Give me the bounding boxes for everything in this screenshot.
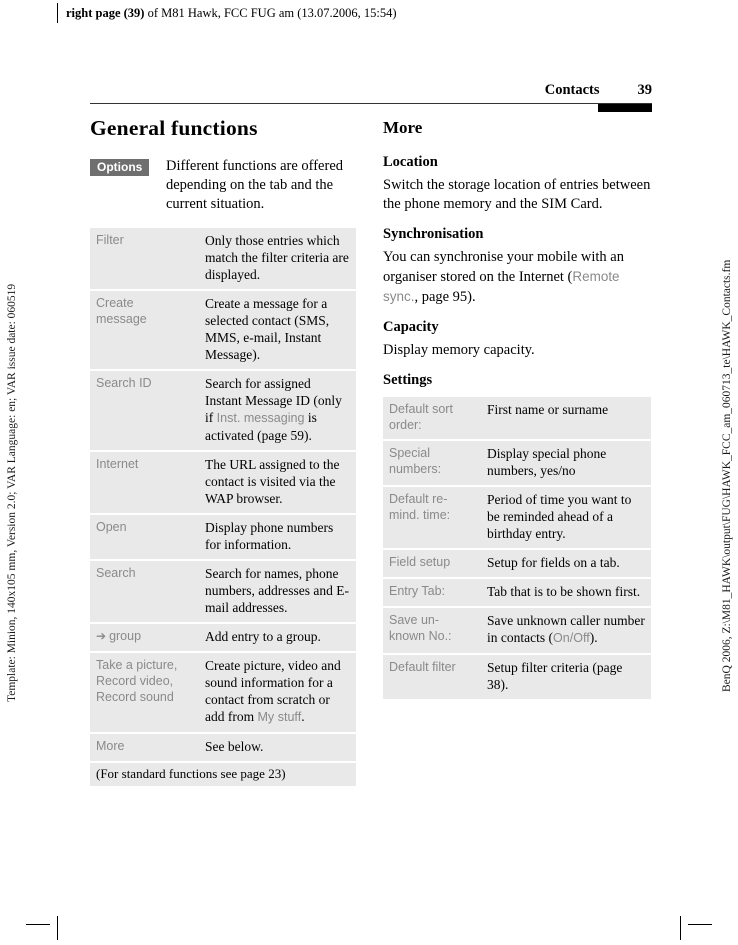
left-column: General functions Options Different func… [90,116,356,786]
setting-label: Special numbers: [389,446,442,476]
table-row-media: Take a picture, Record video, Record sou… [90,653,356,732]
synchronisation-heading: Synchronisation [383,226,484,242]
ui-term-remote-sync: Remote sync. [383,269,620,304]
setting-label: Default re- mind. time: [389,492,451,522]
function-label: Open [96,520,127,534]
table-row-group: ➔ group Add entry to a group. [90,624,356,651]
ui-term-my-stuff: My stuff [257,710,302,724]
ui-term-on-off: On/Off [552,631,590,645]
print-info-header: right page (39) of M81 Hawk, FCC FUG am … [66,6,397,21]
crop-mark-bottom-right-h [688,924,712,925]
settings-row-special-numbers: Special numbers: Display special phone n… [383,441,651,485]
function-label: More [96,739,125,753]
setting-label: Field setup [389,555,451,569]
settings-row-entry-tab: Entry Tab: Tab that is to be shown first… [383,579,651,606]
page-number: 39 [637,82,653,98]
table-row-internet: Internet The URL assigned to the contact… [90,452,356,513]
section-title: Contacts [544,82,600,98]
table-row-filter: Filter Only those entries which match th… [90,228,356,289]
left-margin-note: Template: Minion, 140x105 mm, Version 2.… [6,283,18,702]
crop-mark-bottom-left-h [26,924,50,925]
function-desc: See below. [205,739,264,754]
print-info-page-ref: right page (39) [66,6,145,20]
options-badge-cell: Options [90,157,166,214]
setting-label: Entry Tab: [389,584,446,598]
function-label: Search ID [96,376,152,390]
synchronisation-body: You can synchronise your mobile with an … [383,248,651,307]
setting-label: Default sort order: [389,402,453,432]
function-desc: Only those entries which match the filte… [205,233,349,282]
setting-desc: Save unknown caller number in contacts (… [487,612,645,647]
setting-desc: Period of time you want to be reminded a… [487,492,632,541]
function-label: Take a picture, Record video, Record sou… [96,658,178,704]
page-title: General functions [90,116,258,140]
body-text: You can synchronise your mobile with an … [383,249,624,285]
body-text: , page 95). [414,289,476,305]
settings-table: Default sort order: First name or surnam… [383,397,651,699]
setting-label: Save un- known No.: [389,613,452,643]
function-label: Filter [96,233,124,247]
header-black-bar [598,104,652,112]
settings-heading: Settings [383,372,433,388]
right-margin-note: BenQ 2006, Z:\M81_HAWK\output\FUG\HAWK_F… [721,259,733,692]
setting-desc: Tab that is to be shown first. [487,584,641,599]
function-label: ➔ group [96,628,205,645]
function-desc: Create picture, video and sound informat… [205,657,350,726]
settings-row-default-filter: Default filter Setup filter criteria (pa… [383,655,651,699]
more-heading: More [383,118,423,137]
header-rule [90,103,652,104]
settings-row-save-unknown: Save un- known No.: Save unknown caller … [383,608,651,653]
options-softkey-badge: Options [90,159,150,176]
function-label: Internet [96,457,139,471]
running-header: Contacts 39 [90,82,652,99]
print-info-rest: of M81 Hawk, FCC FUG am (13.07.2006, 15:… [144,6,397,20]
function-desc: Display phone numbers for information. [205,520,334,552]
function-desc: Search for names, phone numbers, address… [205,566,349,615]
group-arrow-icon: ➔ [96,629,107,643]
setting-label: Default filter [389,660,456,674]
crop-mark-top-left [57,3,58,23]
table-row-open: Open Display phone numbers for informati… [90,515,356,559]
setting-desc: Setup for fields on a tab. [487,555,620,570]
options-description: Different functions are offered dependin… [166,158,344,212]
function-desc: Search for assigned Instant Message ID (… [205,375,350,444]
crop-mark-bottom-left-v [57,916,58,940]
table-row-create-message: Create message Create a message for a se… [90,291,356,369]
options-row: Options Different functions are offered … [90,157,356,214]
desc-text: is activated (page 59). [205,410,317,443]
function-desc: The URL assigned to the contact is visit… [205,457,340,506]
setting-desc: Setup filter criteria (page 38). [487,660,623,692]
desc-text: Search for assigned Instant Message ID (… [205,376,342,425]
capacity-heading: Capacity [383,319,439,335]
function-label: Create message [96,296,147,326]
ui-term-inst-messaging: Inst. messaging [216,411,305,425]
setting-desc: Display special phone numbers, yes/no [487,446,607,478]
settings-row-field-setup: Field setup Setup for fields on a tab. [383,550,651,577]
group-label: group [109,629,142,643]
functions-table: Filter Only those entries which match th… [90,228,356,761]
function-desc: Create a message for a selected contact … [205,296,330,362]
table-row-more: More See below. [90,734,356,761]
function-desc: Add entry to a group. [205,629,321,644]
settings-row-default-sort: Default sort order: First name or surnam… [383,397,651,439]
desc-text: ). [589,630,598,645]
crop-mark-bottom-right-v [680,916,681,940]
right-column: More Location Switch the storage locatio… [383,118,651,701]
desc-text: Save unknown caller number in contacts ( [487,613,645,645]
table-row-search-id: Search ID Search for assigned Instant Me… [90,371,356,450]
setting-desc: First name or surname [487,402,609,417]
desc-text: Create picture, video and sound informat… [205,658,341,724]
table-row-search: Search Search for names, phone numbers, … [90,561,356,622]
location-heading: Location [383,154,438,170]
settings-row-remind-time: Default re- mind. time: Period of time y… [383,487,651,548]
function-label: Search [96,566,136,580]
location-body: Switch the storage location of entries b… [383,177,651,212]
desc-text: . [301,709,305,724]
capacity-body: Display memory capacity. [383,342,535,358]
standard-functions-note: (For standard functions see page 23) [90,763,356,786]
